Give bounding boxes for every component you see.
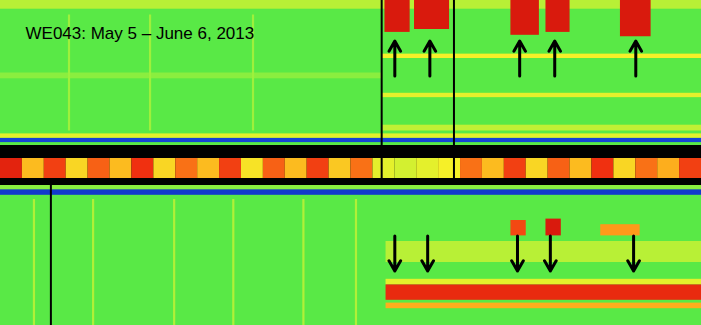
svg-text:WE043: May 5 – June 6, 2013: WE043: May 5 – June 6, 2013 <box>26 24 255 43</box>
